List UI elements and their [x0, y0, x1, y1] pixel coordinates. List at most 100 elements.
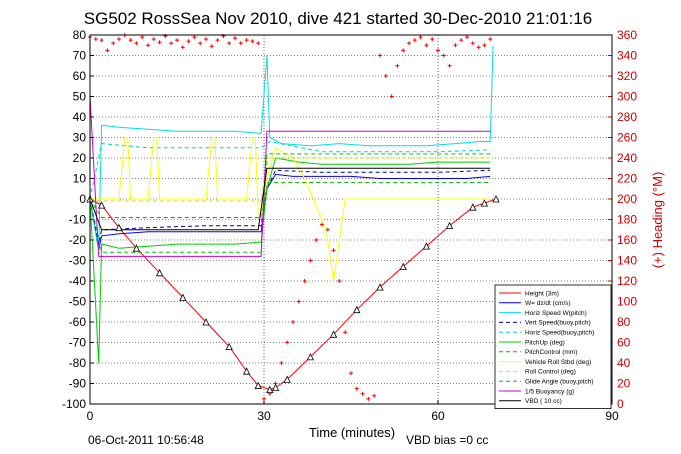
- y2-tick-label: 280: [617, 110, 637, 124]
- heading-point: [337, 279, 342, 283]
- y-tick-label: -90: [69, 377, 87, 391]
- y-tick-label: -60: [69, 315, 87, 329]
- heading-point: [151, 37, 156, 42]
- y2-tick-label: 20: [617, 377, 631, 391]
- heading-point: [256, 41, 261, 46]
- height-marker: [399, 262, 407, 271]
- heading-point: [389, 94, 394, 99]
- heading-point: [215, 38, 220, 43]
- y2-tick-label: 100: [617, 295, 637, 309]
- height-marker: [271, 383, 280, 392]
- series-line-7: [90, 137, 491, 282]
- heading-point: [250, 39, 255, 44]
- y-tick-label: 0: [79, 192, 86, 206]
- heading-point: [296, 299, 301, 304]
- y-tick-label: 50: [73, 90, 87, 104]
- y-tick-label: 80: [73, 28, 87, 42]
- legend-label: Roll Control (deg): [525, 369, 576, 376]
- y2-tick-label: 260: [617, 131, 637, 145]
- y-tick-label: -40: [69, 274, 87, 288]
- heading-point: [128, 38, 133, 43]
- legend: Height (3m) W= dz/dt (cm/s) Horiz Speed W(…: [494, 284, 612, 409]
- legend-label: PitchUp (deg): [525, 339, 565, 346]
- y2-tick-label: 300: [617, 90, 637, 104]
- y2-tick-label: 340: [617, 49, 637, 63]
- heading-point: [424, 43, 429, 48]
- heading-point: [378, 53, 382, 58]
- heading-point: [430, 37, 435, 42]
- series-line-8: [89, 157, 491, 202]
- height-marker: [469, 203, 477, 211]
- heading-point: [204, 37, 208, 42]
- heading-point: [146, 43, 150, 48]
- series-lines: [89, 45, 497, 391]
- heading-point: [343, 330, 348, 335]
- plot-frame: [89, 34, 613, 405]
- chart-title: SG502 RossSea Nov 2010, dive 421 started…: [84, 9, 592, 28]
- heading-point: [395, 63, 400, 68]
- legend-label: Vehicle Roll Stbd (deg): [525, 359, 591, 366]
- y2-tick-label: 320: [617, 69, 637, 83]
- heading-point: [244, 38, 249, 43]
- heading-point: [459, 38, 464, 43]
- heading-point: [99, 38, 104, 43]
- y-tick-label: -10: [69, 213, 87, 227]
- heading-point: [140, 35, 145, 40]
- x-axis-label: Time (minutes): [309, 425, 395, 440]
- legend-label: Horiz Speed(buoy,pitch): [525, 330, 594, 337]
- series-line-10: [89, 96, 491, 257]
- height-marker: [202, 318, 210, 326]
- y2-tick-label: 200: [617, 192, 637, 206]
- y2-tick-label: 120: [617, 274, 637, 288]
- y-tick-label: 70: [73, 49, 87, 63]
- heading-point: [285, 340, 290, 345]
- heading-point: [453, 43, 458, 48]
- heading-point: [209, 44, 214, 49]
- height-marker: [132, 244, 141, 252]
- heading-point: [412, 38, 417, 43]
- heading-point: [331, 248, 336, 253]
- heading-point: [407, 41, 411, 46]
- y2-tick-label: 240: [617, 151, 637, 165]
- heading-point: [192, 35, 197, 40]
- heading-point: [105, 48, 110, 53]
- height-marker: [422, 242, 431, 250]
- heading-point: [186, 39, 191, 44]
- y-tick-label: -30: [69, 254, 87, 268]
- heading-point: [470, 41, 475, 46]
- heading-point: [476, 45, 481, 50]
- series-line-4: [89, 141, 491, 200]
- heading-point: [360, 391, 365, 396]
- legend-label: Vert Speed(buoy,pitch): [525, 320, 591, 327]
- heading-point: [238, 41, 243, 46]
- heading-point: [302, 279, 307, 283]
- y2-tick-label: 0: [617, 397, 624, 411]
- heading-point: [441, 53, 446, 58]
- y-tick-label: 20: [73, 151, 87, 165]
- heading-point: [291, 320, 295, 324]
- y-tick-label: 30: [73, 131, 87, 145]
- y-tick-label: -100: [62, 397, 86, 411]
- height-marker: [306, 352, 315, 361]
- y2-tick-label: 360: [617, 28, 637, 42]
- height-marker: [254, 381, 262, 389]
- heading-point: [349, 371, 353, 376]
- heading-point: [320, 222, 324, 227]
- y2-tick-label: 80: [617, 315, 631, 329]
- heading-point: [308, 258, 313, 263]
- heading-point: [418, 35, 423, 40]
- legend-label: Glide Angle (buoy,pitch): [525, 379, 594, 386]
- y2-tick-label: 180: [617, 213, 637, 227]
- heading-point: [354, 386, 359, 391]
- heading-point: [117, 37, 121, 42]
- y2-tick-label: 140: [617, 254, 637, 268]
- heading-point: [134, 41, 139, 46]
- x-tick-label: 30: [257, 409, 271, 423]
- heading-point: [175, 38, 179, 43]
- footer-timestamp: 06-Oct-2011 10:56:48: [88, 433, 204, 447]
- heading-point: [111, 41, 116, 46]
- height-marker: [155, 268, 164, 277]
- height-marker: [329, 330, 338, 338]
- heading-point: [488, 37, 493, 42]
